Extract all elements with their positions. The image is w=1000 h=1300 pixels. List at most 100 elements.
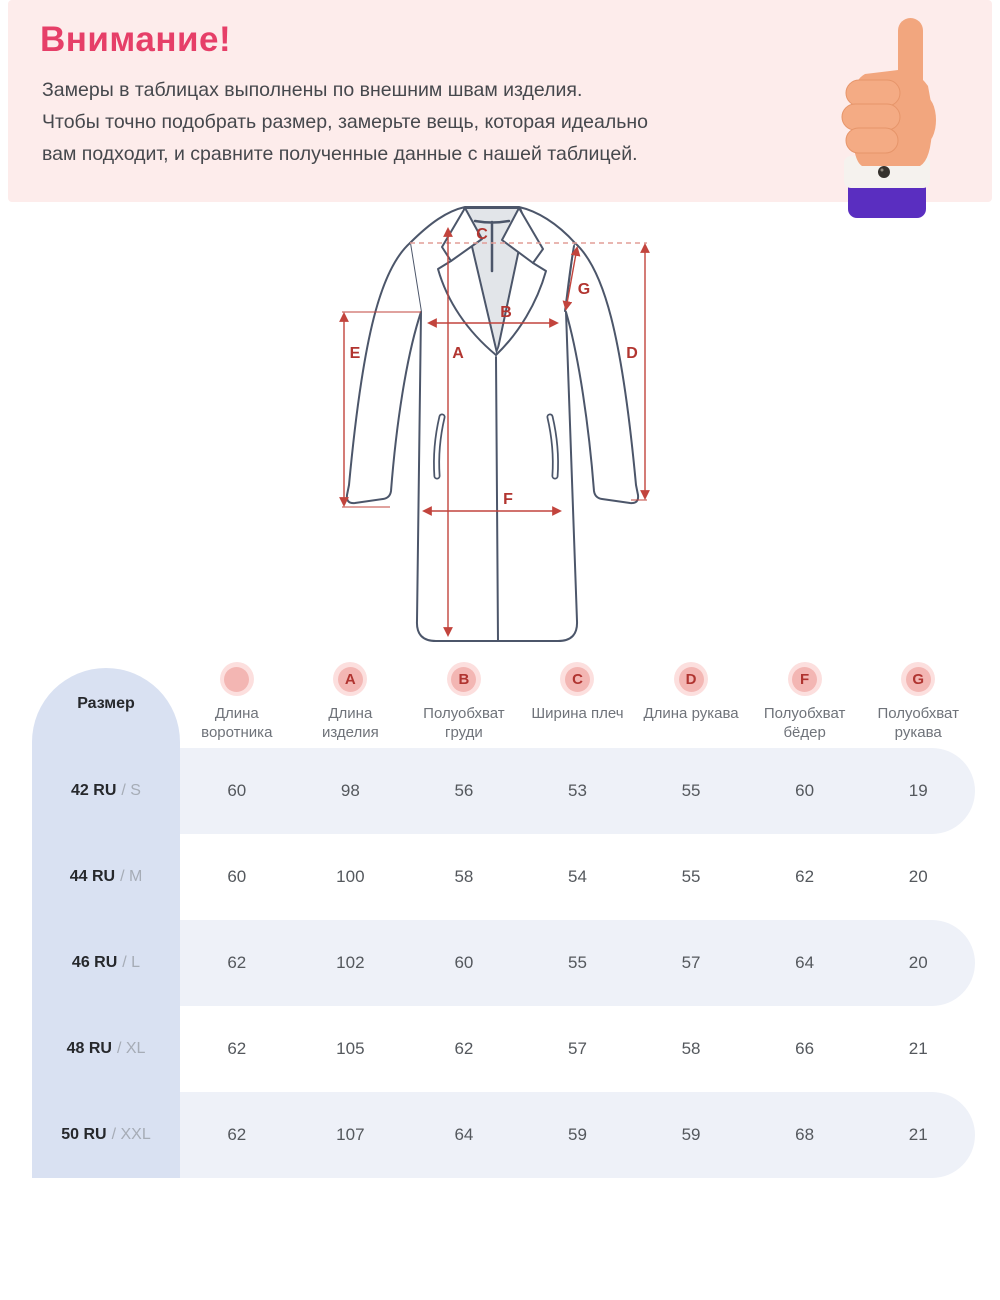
- table-cell: 68: [795, 1125, 815, 1144]
- table-row: 60 98 56 53 55 60 19: [180, 748, 975, 834]
- coat-pockets: [433, 413, 559, 480]
- size-ru-value: 42 RU: [71, 782, 117, 799]
- column-header: D Длина рукава: [634, 662, 748, 748]
- column-header: G Полуобхват рукава: [861, 662, 975, 748]
- table-cell: 62: [454, 1039, 474, 1058]
- table-cell: 62: [795, 867, 815, 886]
- column-header: Длина воротника: [180, 662, 294, 748]
- table-cell: 64: [454, 1125, 474, 1144]
- column-label: Полуобхват груди: [423, 705, 505, 741]
- table-cell: 62: [227, 953, 247, 972]
- size-label: 50 RU / XXL: [32, 1092, 180, 1178]
- table-cell: 20: [908, 867, 928, 886]
- table-header-row: Длина воротника A Длина изделия B Полуобхват…: [180, 662, 975, 748]
- size-intl-value: / S: [121, 782, 141, 799]
- table-cell: 59: [568, 1125, 587, 1144]
- size-label: 42 RU / S: [32, 748, 180, 834]
- table-cell: 60: [227, 867, 247, 886]
- column-letter: B: [451, 666, 477, 692]
- size-label: 46 RU / L: [32, 920, 180, 1006]
- column-letter: F: [792, 666, 818, 692]
- column-letter-badge: G: [901, 662, 936, 696]
- table-cell: 105: [336, 1039, 365, 1058]
- pointing-hand-icon: [820, 10, 942, 222]
- marker-e: E: [350, 345, 361, 362]
- table-cell: 56: [454, 781, 474, 800]
- size-intl-value: / XL: [116, 1040, 146, 1057]
- size-ru-value: 50 RU: [61, 1126, 107, 1143]
- column-header: F Полуобхват бёдер: [748, 662, 862, 748]
- column-header: A Длина изделия: [294, 662, 408, 748]
- table-cell: 19: [908, 781, 928, 800]
- size-column-header: Размер: [77, 695, 135, 712]
- column-letter-badge: A: [333, 662, 368, 696]
- column-header: B Полуобхват груди: [407, 662, 521, 748]
- table-cell: 102: [336, 953, 365, 972]
- table-cell: 53: [568, 781, 587, 800]
- table-cell: 62: [227, 1039, 247, 1058]
- table-cell: 66: [795, 1039, 815, 1058]
- table-cell: 59: [681, 1125, 701, 1144]
- table-cell: 64: [795, 953, 815, 972]
- table-cell: 54: [568, 867, 587, 886]
- column-label: Ширина плеч: [531, 705, 624, 722]
- size-intl-value: / XXL: [111, 1126, 151, 1143]
- marker-b: B: [500, 304, 512, 321]
- table-cell: 58: [454, 867, 474, 886]
- size-intl-value: / L: [122, 954, 141, 971]
- column-label: Полуобхват бёдер: [763, 705, 846, 741]
- table-row: 62 105 62 57 58 66 21: [180, 1006, 975, 1092]
- table-cell: 58: [681, 1039, 701, 1058]
- size-ru-value: 46 RU: [71, 954, 118, 971]
- table-cell: 107: [336, 1125, 365, 1144]
- table-row: 60 100 58 54 55 62 20: [180, 834, 975, 920]
- size-label: 44 RU / M: [32, 834, 180, 920]
- warning-banner: Внимание! Замеры в таблицах выполнены по…: [8, 0, 992, 202]
- table-cell: 60: [454, 953, 474, 972]
- column-letter-badge: [219, 662, 254, 696]
- table-cell: 100: [336, 867, 365, 886]
- table-cell: 55: [568, 953, 587, 972]
- coat-outline: [345, 206, 640, 642]
- size-label: 48 RU / XL: [32, 1006, 180, 1092]
- column-label: Полуобхват рукава: [877, 705, 959, 741]
- marker-c: C: [476, 226, 488, 243]
- column-label: Длина рукава: [643, 705, 739, 722]
- column-letter-badge: F: [787, 662, 822, 696]
- banner-text-line: вам подходит, и сравните полученные данн…: [42, 143, 638, 165]
- table-cell: 98: [340, 781, 360, 800]
- column-letter-badge: D: [674, 662, 709, 696]
- column-label: Длина изделия: [321, 705, 379, 741]
- table-cell: 60: [795, 781, 815, 800]
- size-ru-value: 48 RU: [66, 1040, 112, 1057]
- table-cell: 57: [568, 1039, 587, 1058]
- table-cell: 55: [681, 781, 701, 800]
- column-header: C Ширина плеч: [521, 662, 635, 748]
- measurement-lines: [339, 227, 650, 637]
- column-letter: C: [564, 666, 590, 692]
- table-cell: 20: [908, 953, 928, 972]
- column-letter-badge: B: [446, 662, 481, 696]
- marker-f: F: [503, 491, 513, 508]
- table-cell: 21: [908, 1125, 928, 1144]
- coat-measurement-diagram: A B C D E F G: [335, 205, 665, 660]
- size-table: Размер 42 RU / S 44 RU / M 46 RU / L 48 RU / XL…: [32, 662, 975, 1178]
- column-letter: G: [905, 666, 931, 692]
- banner-title: Внимание!: [40, 20, 232, 59]
- marker-d: D: [626, 345, 638, 362]
- column-letter-badge: C: [560, 662, 595, 696]
- table-row: 62 102 60 55 57 64 20: [180, 920, 975, 1006]
- column-letter: A: [337, 666, 363, 692]
- size-ru-value: 44 RU: [69, 868, 116, 885]
- marker-g: G: [578, 281, 590, 298]
- table-cell: 57: [681, 953, 701, 972]
- column-letter: [224, 666, 250, 692]
- measurement-letters: A B C D E F G: [350, 226, 638, 508]
- table-cell: 60: [227, 781, 247, 800]
- table-rows-area: Длина воротника A Длина изделия B Полуобхват…: [180, 662, 975, 1178]
- banner-text-line: Чтобы точно подобрать размер, замерьте в…: [42, 111, 648, 133]
- size-column: Размер 42 RU / S 44 RU / M 46 RU / L 48 RU / XL…: [32, 668, 180, 1178]
- table-row: 62 107 64 59 59 68 21: [180, 1092, 975, 1178]
- size-intl-value: / M: [120, 868, 143, 885]
- size-column-cells: 42 RU / S 44 RU / M 46 RU / L 48 RU / XL 50 RU / …: [32, 748, 180, 1178]
